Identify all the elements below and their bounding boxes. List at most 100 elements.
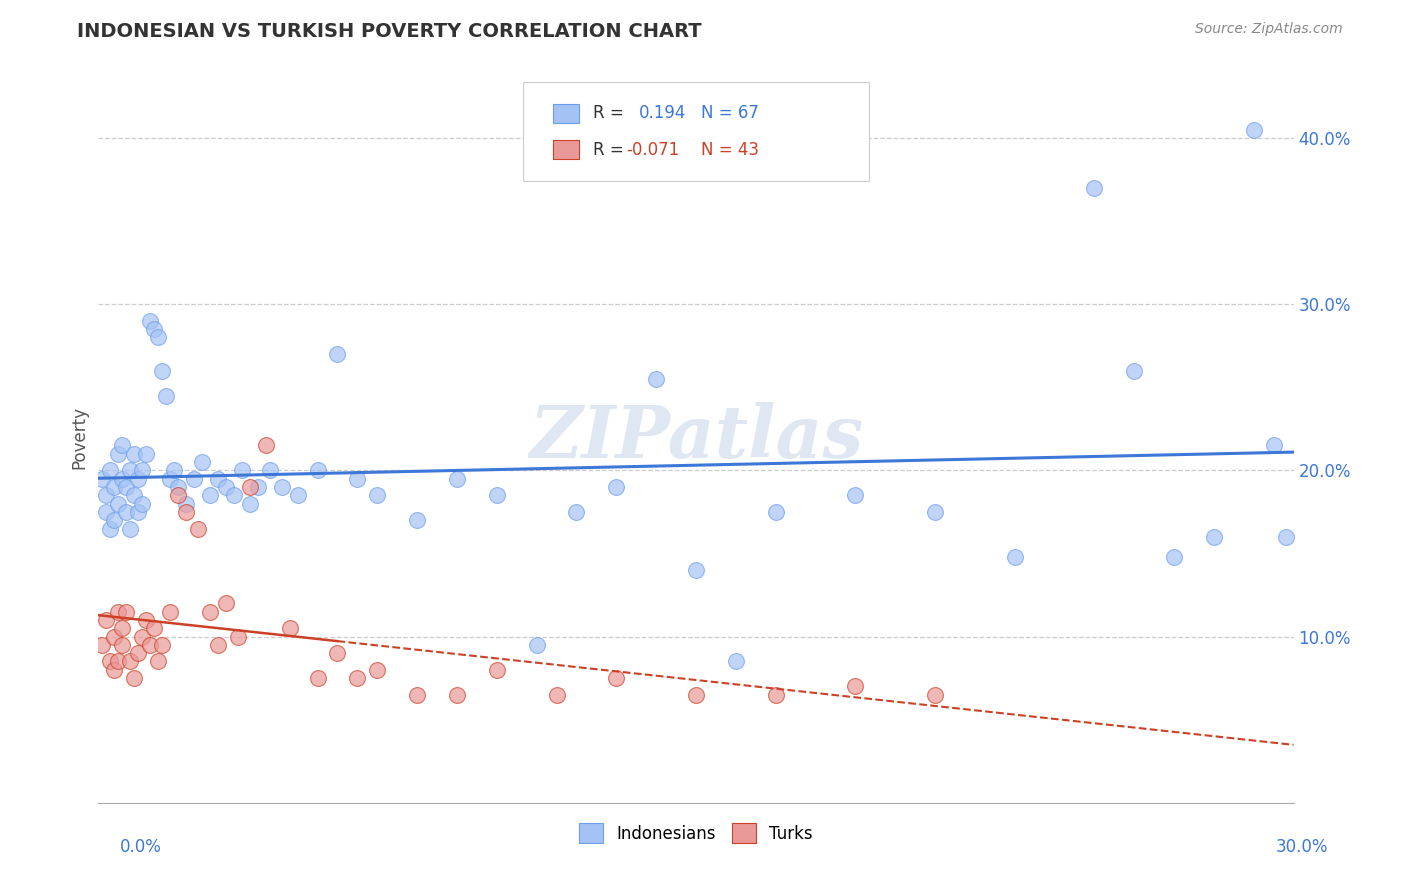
Point bbox=[159, 472, 181, 486]
Point bbox=[526, 638, 548, 652]
Point bbox=[198, 605, 221, 619]
Point bbox=[346, 472, 368, 486]
Point bbox=[565, 505, 588, 519]
Point bbox=[98, 463, 122, 477]
Point bbox=[187, 521, 209, 535]
FancyBboxPatch shape bbox=[553, 103, 579, 122]
Point bbox=[120, 463, 142, 477]
Y-axis label: Poverty: Poverty bbox=[70, 406, 89, 468]
Point bbox=[127, 472, 149, 486]
Point bbox=[1163, 549, 1185, 564]
Point bbox=[1274, 530, 1296, 544]
Point bbox=[685, 563, 707, 577]
Point bbox=[222, 488, 245, 502]
Point bbox=[226, 630, 249, 644]
Point bbox=[143, 322, 166, 336]
Point bbox=[406, 688, 429, 702]
Point bbox=[246, 480, 269, 494]
Point bbox=[107, 497, 129, 511]
Point bbox=[259, 463, 281, 477]
Point bbox=[148, 655, 170, 669]
Point bbox=[1004, 549, 1026, 564]
Point bbox=[96, 613, 118, 627]
Text: N = 67: N = 67 bbox=[700, 104, 759, 122]
Point bbox=[167, 480, 190, 494]
Text: 0.0%: 0.0% bbox=[120, 838, 162, 855]
Point bbox=[207, 472, 229, 486]
Point bbox=[446, 472, 468, 486]
Point bbox=[107, 605, 129, 619]
Point bbox=[198, 488, 221, 502]
Point bbox=[287, 488, 309, 502]
Text: 30.0%: 30.0% bbox=[1277, 838, 1329, 855]
Point bbox=[91, 638, 114, 652]
Point bbox=[124, 671, 146, 685]
Point bbox=[605, 480, 627, 494]
Point bbox=[139, 638, 162, 652]
Text: Source: ZipAtlas.com: Source: ZipAtlas.com bbox=[1195, 22, 1343, 37]
Point bbox=[163, 463, 186, 477]
Point bbox=[446, 688, 468, 702]
Point bbox=[127, 646, 149, 660]
Point bbox=[844, 488, 866, 502]
Point bbox=[924, 505, 946, 519]
Point bbox=[239, 480, 262, 494]
Text: R =: R = bbox=[593, 104, 630, 122]
Point bbox=[103, 663, 125, 677]
Legend: Indonesians, Turks: Indonesians, Turks bbox=[572, 817, 820, 849]
Point bbox=[1202, 530, 1225, 544]
Point bbox=[645, 372, 668, 386]
Point bbox=[307, 463, 329, 477]
Point bbox=[167, 488, 190, 502]
Point bbox=[765, 688, 787, 702]
Point bbox=[150, 638, 173, 652]
Point bbox=[103, 630, 125, 644]
Point bbox=[131, 497, 153, 511]
Point bbox=[120, 655, 142, 669]
Point bbox=[127, 505, 149, 519]
Point bbox=[307, 671, 329, 685]
Point bbox=[326, 347, 349, 361]
Point bbox=[685, 688, 707, 702]
Point bbox=[326, 646, 349, 660]
Point bbox=[135, 447, 157, 461]
Point bbox=[278, 621, 301, 635]
Point bbox=[1263, 438, 1285, 452]
Point bbox=[135, 613, 157, 627]
Point bbox=[254, 438, 277, 452]
Point bbox=[1083, 180, 1105, 194]
Point bbox=[1243, 122, 1265, 136]
Point bbox=[1123, 363, 1146, 377]
Point bbox=[174, 497, 197, 511]
Point bbox=[91, 472, 114, 486]
Point bbox=[924, 688, 946, 702]
Point bbox=[546, 688, 568, 702]
Text: 0.194: 0.194 bbox=[638, 104, 686, 122]
Text: R =: R = bbox=[593, 141, 630, 159]
Point bbox=[270, 480, 292, 494]
Point bbox=[96, 505, 118, 519]
Point bbox=[174, 505, 197, 519]
Point bbox=[107, 447, 129, 461]
Point bbox=[107, 655, 129, 669]
Point bbox=[366, 663, 388, 677]
FancyBboxPatch shape bbox=[523, 82, 869, 181]
Point bbox=[96, 488, 118, 502]
Point bbox=[844, 680, 866, 694]
Point bbox=[120, 521, 142, 535]
Point bbox=[485, 663, 508, 677]
Point bbox=[98, 655, 122, 669]
Point bbox=[366, 488, 388, 502]
Point bbox=[485, 488, 508, 502]
Text: -0.071: -0.071 bbox=[627, 141, 681, 159]
Point bbox=[111, 472, 134, 486]
Point bbox=[115, 480, 138, 494]
Point bbox=[111, 621, 134, 635]
Point bbox=[159, 605, 181, 619]
Point bbox=[346, 671, 368, 685]
FancyBboxPatch shape bbox=[553, 140, 579, 159]
Text: INDONESIAN VS TURKISH POVERTY CORRELATION CHART: INDONESIAN VS TURKISH POVERTY CORRELATIO… bbox=[77, 22, 702, 41]
Point bbox=[143, 621, 166, 635]
Point bbox=[148, 330, 170, 344]
Point bbox=[131, 630, 153, 644]
